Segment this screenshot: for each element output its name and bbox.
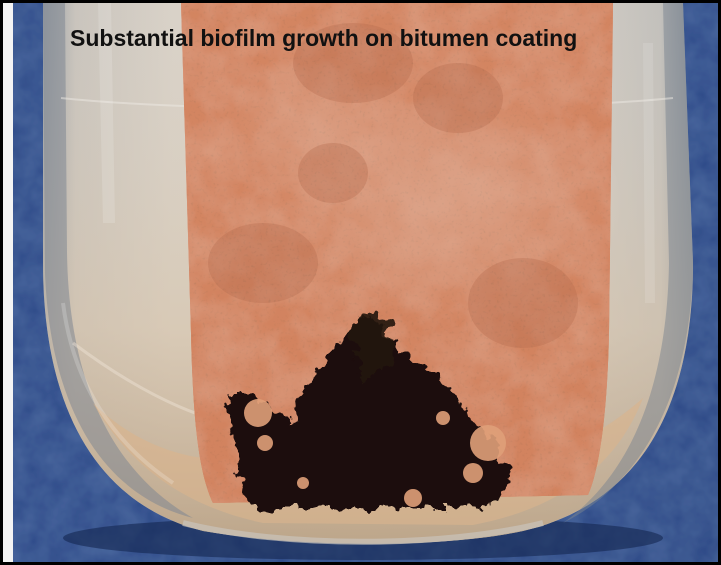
photograph-jar-biofilm (3, 3, 718, 562)
figure-caption: Substantial biofilm growth on bitumen co… (70, 25, 578, 51)
